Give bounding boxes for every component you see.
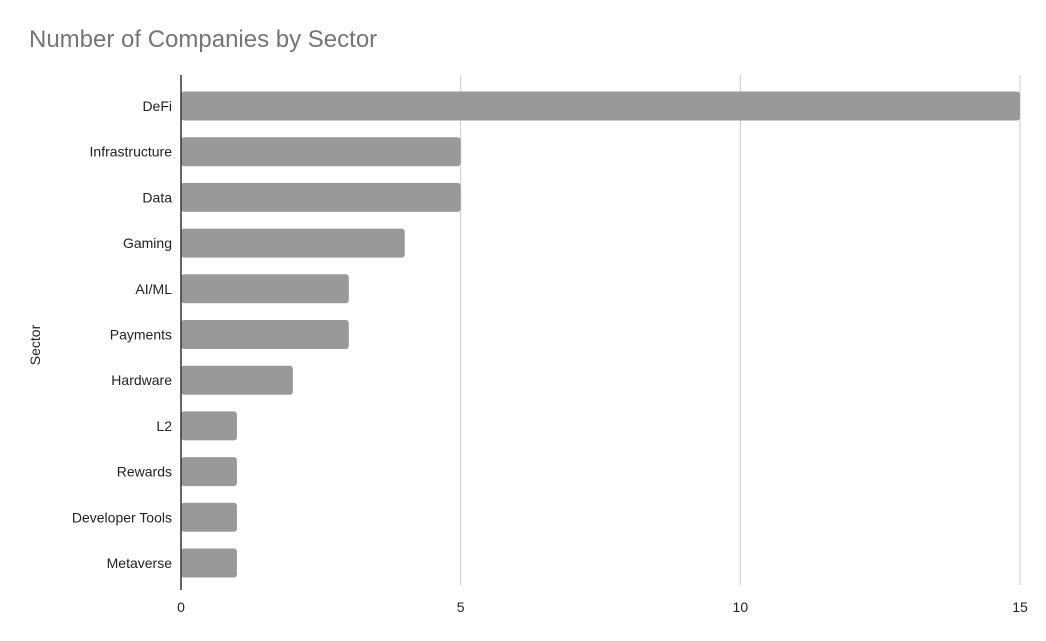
category-label-infrastructure: Infrastructure (90, 144, 173, 160)
category-label-payments: Payments (110, 327, 172, 343)
bar-metaverse (181, 548, 237, 578)
bar-hardware (181, 365, 293, 395)
bar-payments (181, 320, 349, 349)
bar-defi (181, 91, 1020, 121)
bar-gaming (181, 228, 405, 258)
category-label-ai-ml: AI/ML (135, 281, 172, 297)
category-label-developer-tools: Developer Tools (72, 509, 172, 525)
bar-l2 (181, 411, 237, 441)
x-tick-label-10: 10 (733, 599, 749, 615)
bar-infrastructure (181, 137, 461, 167)
bar-data (181, 182, 461, 212)
bar-rewards (181, 457, 237, 487)
bar-ai-ml (181, 274, 349, 304)
category-label-rewards: Rewards (117, 464, 172, 480)
category-label-data: Data (142, 189, 172, 205)
category-label-l2: L2 (156, 418, 172, 434)
tick-labels: 0 5 10 15 DeFi Infrastructure Data Gaming AI/ML P… (72, 98, 1028, 615)
category-label-defi: DeFi (142, 98, 172, 114)
category-label-metaverse: Metaverse (107, 555, 173, 571)
x-tick-label-0: 0 (177, 599, 185, 615)
chart-title: Number of Companies by Sector (29, 26, 378, 53)
y-axis-title: Sector (27, 324, 43, 365)
category-label-gaming: Gaming (123, 235, 172, 251)
grid-lines (460, 75, 1021, 585)
x-tick-label-15: 15 (1012, 599, 1028, 615)
category-label-hardware: Hardware (111, 372, 172, 388)
bars (181, 91, 1020, 578)
x-tick-label-5: 5 (457, 599, 465, 615)
bar-developer-tools (181, 502, 237, 532)
